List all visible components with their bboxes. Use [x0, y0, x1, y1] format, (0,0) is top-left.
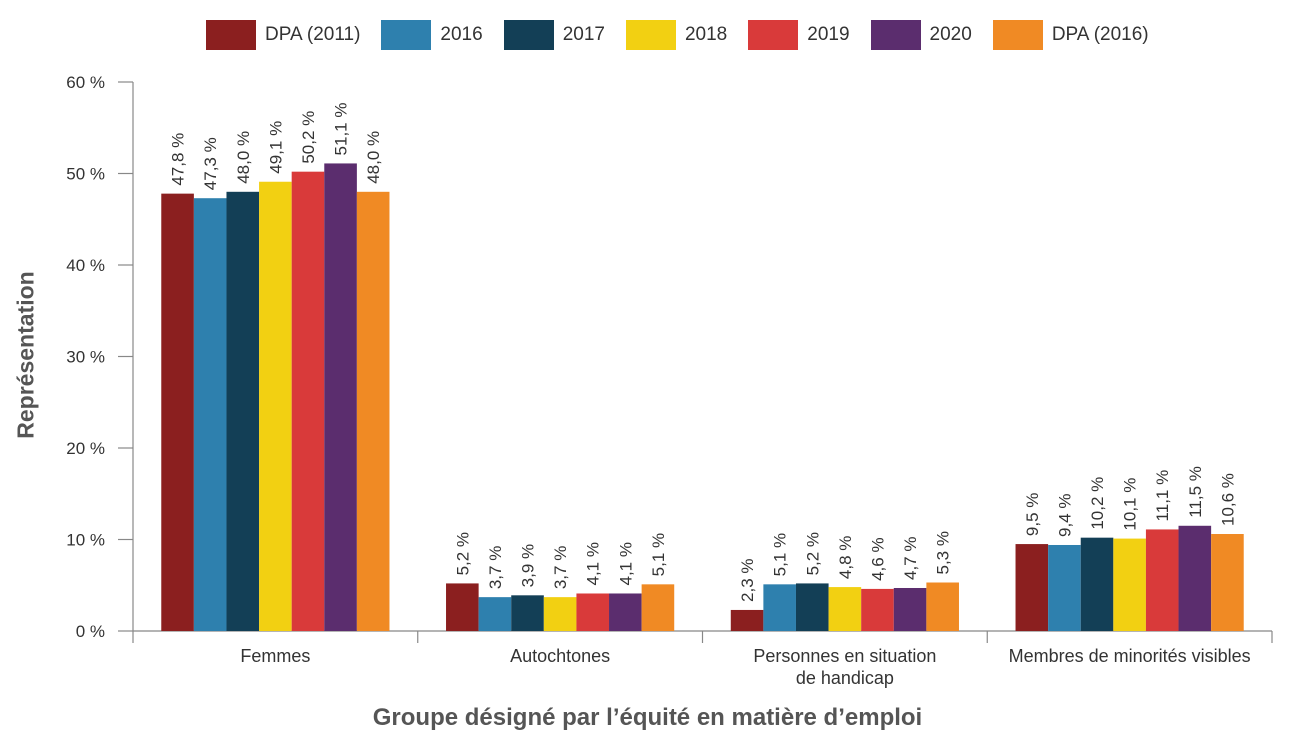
bar-value-label: 4,8 %	[836, 536, 855, 579]
bar	[730, 609, 764, 631]
x-tick-label: de handicap	[796, 668, 894, 688]
y-tick-label: 30 %	[66, 348, 105, 367]
bar	[926, 582, 959, 631]
legend-swatch-dpa-2016	[992, 20, 1043, 50]
legend-item-2020: 2020	[870, 20, 972, 50]
bar	[1015, 544, 1049, 631]
legend-label-2017: 2017	[562, 24, 605, 45]
bar-value-label: 49,1 %	[266, 121, 285, 174]
bar	[291, 171, 325, 632]
bar-value-label: 4,7 %	[901, 537, 920, 580]
bar	[511, 595, 544, 631]
bar	[1080, 537, 1114, 631]
y-tick-label: 60 %	[66, 73, 105, 92]
bar-value-label: 51,1 %	[332, 102, 351, 155]
bar	[446, 583, 479, 631]
bar	[861, 588, 894, 631]
legend-swatch-2017	[503, 20, 554, 50]
bar	[543, 597, 577, 631]
y-tick-label: 40 %	[66, 256, 105, 275]
y-tick-label: 20 %	[66, 439, 105, 458]
x-tick-label: Personnes en situation	[753, 646, 936, 666]
bar	[828, 587, 862, 631]
bar-value-label: 10,2 %	[1088, 477, 1107, 530]
bar	[795, 583, 829, 631]
bar-value-label: 5,2 %	[453, 532, 472, 575]
bar	[893, 587, 927, 631]
legend-label-dpa-2011: DPA (2011)	[265, 24, 361, 45]
bar-value-label: 48,0 %	[234, 131, 253, 184]
bar-value-label: 3,7 %	[551, 546, 570, 589]
bar	[1211, 534, 1244, 631]
x-tick-label: Autochtones	[510, 646, 610, 666]
bar	[259, 181, 292, 632]
chart-legend: DPA (2011) 2016 2017 2018 2019 2020 DPA …	[206, 20, 1170, 50]
bar	[324, 163, 357, 631]
bar	[609, 593, 642, 631]
legend-item-2019: 2019	[748, 20, 850, 50]
bar-value-label: 5,2 %	[803, 532, 822, 575]
legend-swatch-2016	[381, 20, 432, 50]
bar-value-label: 3,7 %	[486, 546, 505, 589]
legend-swatch-2020	[870, 20, 921, 50]
legend-item-dpa-2011: DPA (2011)	[206, 20, 360, 50]
y-tick-label: 10 %	[66, 531, 105, 550]
y-tick-label: 50 %	[66, 165, 105, 184]
bar-value-label: 4,1 %	[616, 542, 635, 585]
bar-value-label: 5,1 %	[649, 533, 668, 576]
bar	[763, 584, 796, 631]
bar	[1113, 538, 1146, 631]
bar-value-label: 11,1 %	[1153, 470, 1172, 522]
bar-value-label: 5,1 %	[771, 533, 790, 576]
bar-value-label: 4,6 %	[868, 537, 887, 580]
bar-value-label: 5,3 %	[934, 531, 953, 574]
bar	[478, 597, 512, 631]
bar-value-label: 11,5 %	[1186, 466, 1205, 518]
legend-swatch-dpa-2011	[206, 20, 256, 50]
x-tick-label: Femmes	[240, 646, 310, 666]
legend-label-2016: 2016	[440, 24, 483, 45]
bar	[1048, 544, 1081, 631]
bar-value-label: 47,3 %	[201, 137, 220, 190]
legend-label-2018: 2018	[684, 24, 728, 45]
legend-swatch-2019	[748, 20, 799, 50]
bar	[576, 593, 610, 631]
bar	[356, 191, 390, 632]
bar-value-label: 47,8 %	[169, 133, 188, 186]
legend-item-2018: 2018	[625, 20, 728, 50]
legend-swatch-2018	[625, 20, 676, 50]
bar	[641, 584, 675, 631]
bar-value-label: 48,0 %	[364, 131, 383, 184]
bar-value-label: 10,1 %	[1121, 478, 1140, 531]
legend-label-2020: 2020	[929, 24, 972, 45]
legend-item-2017: 2017	[503, 20, 605, 50]
bar-value-label: 10,6 %	[1218, 473, 1237, 526]
bar	[226, 191, 260, 632]
bar	[161, 193, 194, 631]
legend-item-dpa-2016: DPA (2016)	[992, 20, 1149, 50]
y-axis-title: Représentation	[12, 271, 39, 439]
legend-item-2016: 2016	[381, 20, 483, 50]
x-tick-label: Membres de minorités visibles	[1009, 646, 1251, 666]
bar	[193, 198, 227, 631]
y-tick-label: 0 %	[76, 622, 105, 641]
bar-value-label: 4,1 %	[584, 542, 603, 585]
bar	[1178, 525, 1212, 631]
bar-value-label: 50,2 %	[299, 111, 318, 164]
x-axis-title: Groupe désigné par l’équité en matière d…	[372, 704, 923, 731]
bar-value-label: 2,3 %	[738, 558, 757, 601]
bar	[1145, 529, 1179, 631]
bar-value-label: 9,4 %	[1055, 494, 1074, 537]
bar-value-label: 3,9 %	[519, 544, 538, 587]
legend-label-2019: 2019	[807, 24, 850, 45]
legend-label-dpa-2016: DPA (2016)	[1051, 24, 1149, 45]
bar-value-label: 9,5 %	[1023, 493, 1042, 536]
